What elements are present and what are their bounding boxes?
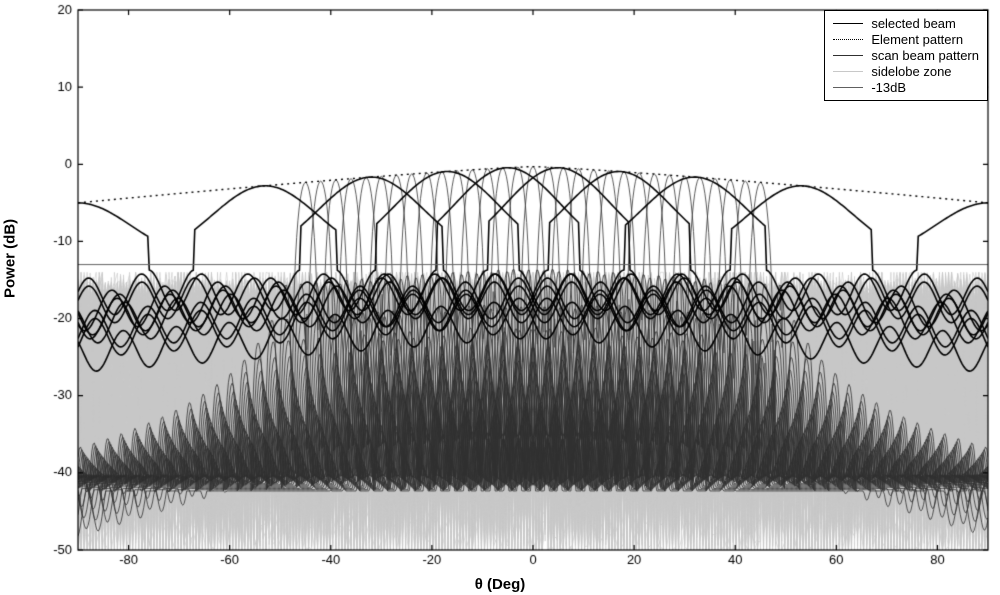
legend-label: selected beam bbox=[871, 16, 956, 31]
legend-label: Element pattern bbox=[871, 32, 963, 47]
legend-swatch bbox=[833, 23, 863, 25]
legend-swatch bbox=[833, 39, 863, 40]
legend-swatch bbox=[833, 87, 863, 88]
beam-pattern-chart: Power (dB) θ (Deg) selected beamElement … bbox=[0, 0, 1000, 595]
x-axis-label: θ (Deg) bbox=[475, 576, 526, 593]
legend-item: scan beam pattern bbox=[833, 48, 979, 63]
legend: selected beamElement patternscan beam pa… bbox=[824, 10, 988, 101]
legend-item: -13dB bbox=[833, 80, 979, 95]
y-axis-label: Power (dB) bbox=[2, 218, 19, 297]
legend-label: scan beam pattern bbox=[871, 48, 979, 63]
legend-swatch bbox=[833, 55, 863, 56]
legend-item: sidelobe zone bbox=[833, 64, 979, 79]
legend-label: -13dB bbox=[871, 80, 906, 95]
legend-label: sidelobe zone bbox=[871, 64, 951, 79]
legend-item: Element pattern bbox=[833, 32, 979, 47]
legend-swatch bbox=[833, 71, 863, 72]
legend-item: selected beam bbox=[833, 16, 979, 31]
